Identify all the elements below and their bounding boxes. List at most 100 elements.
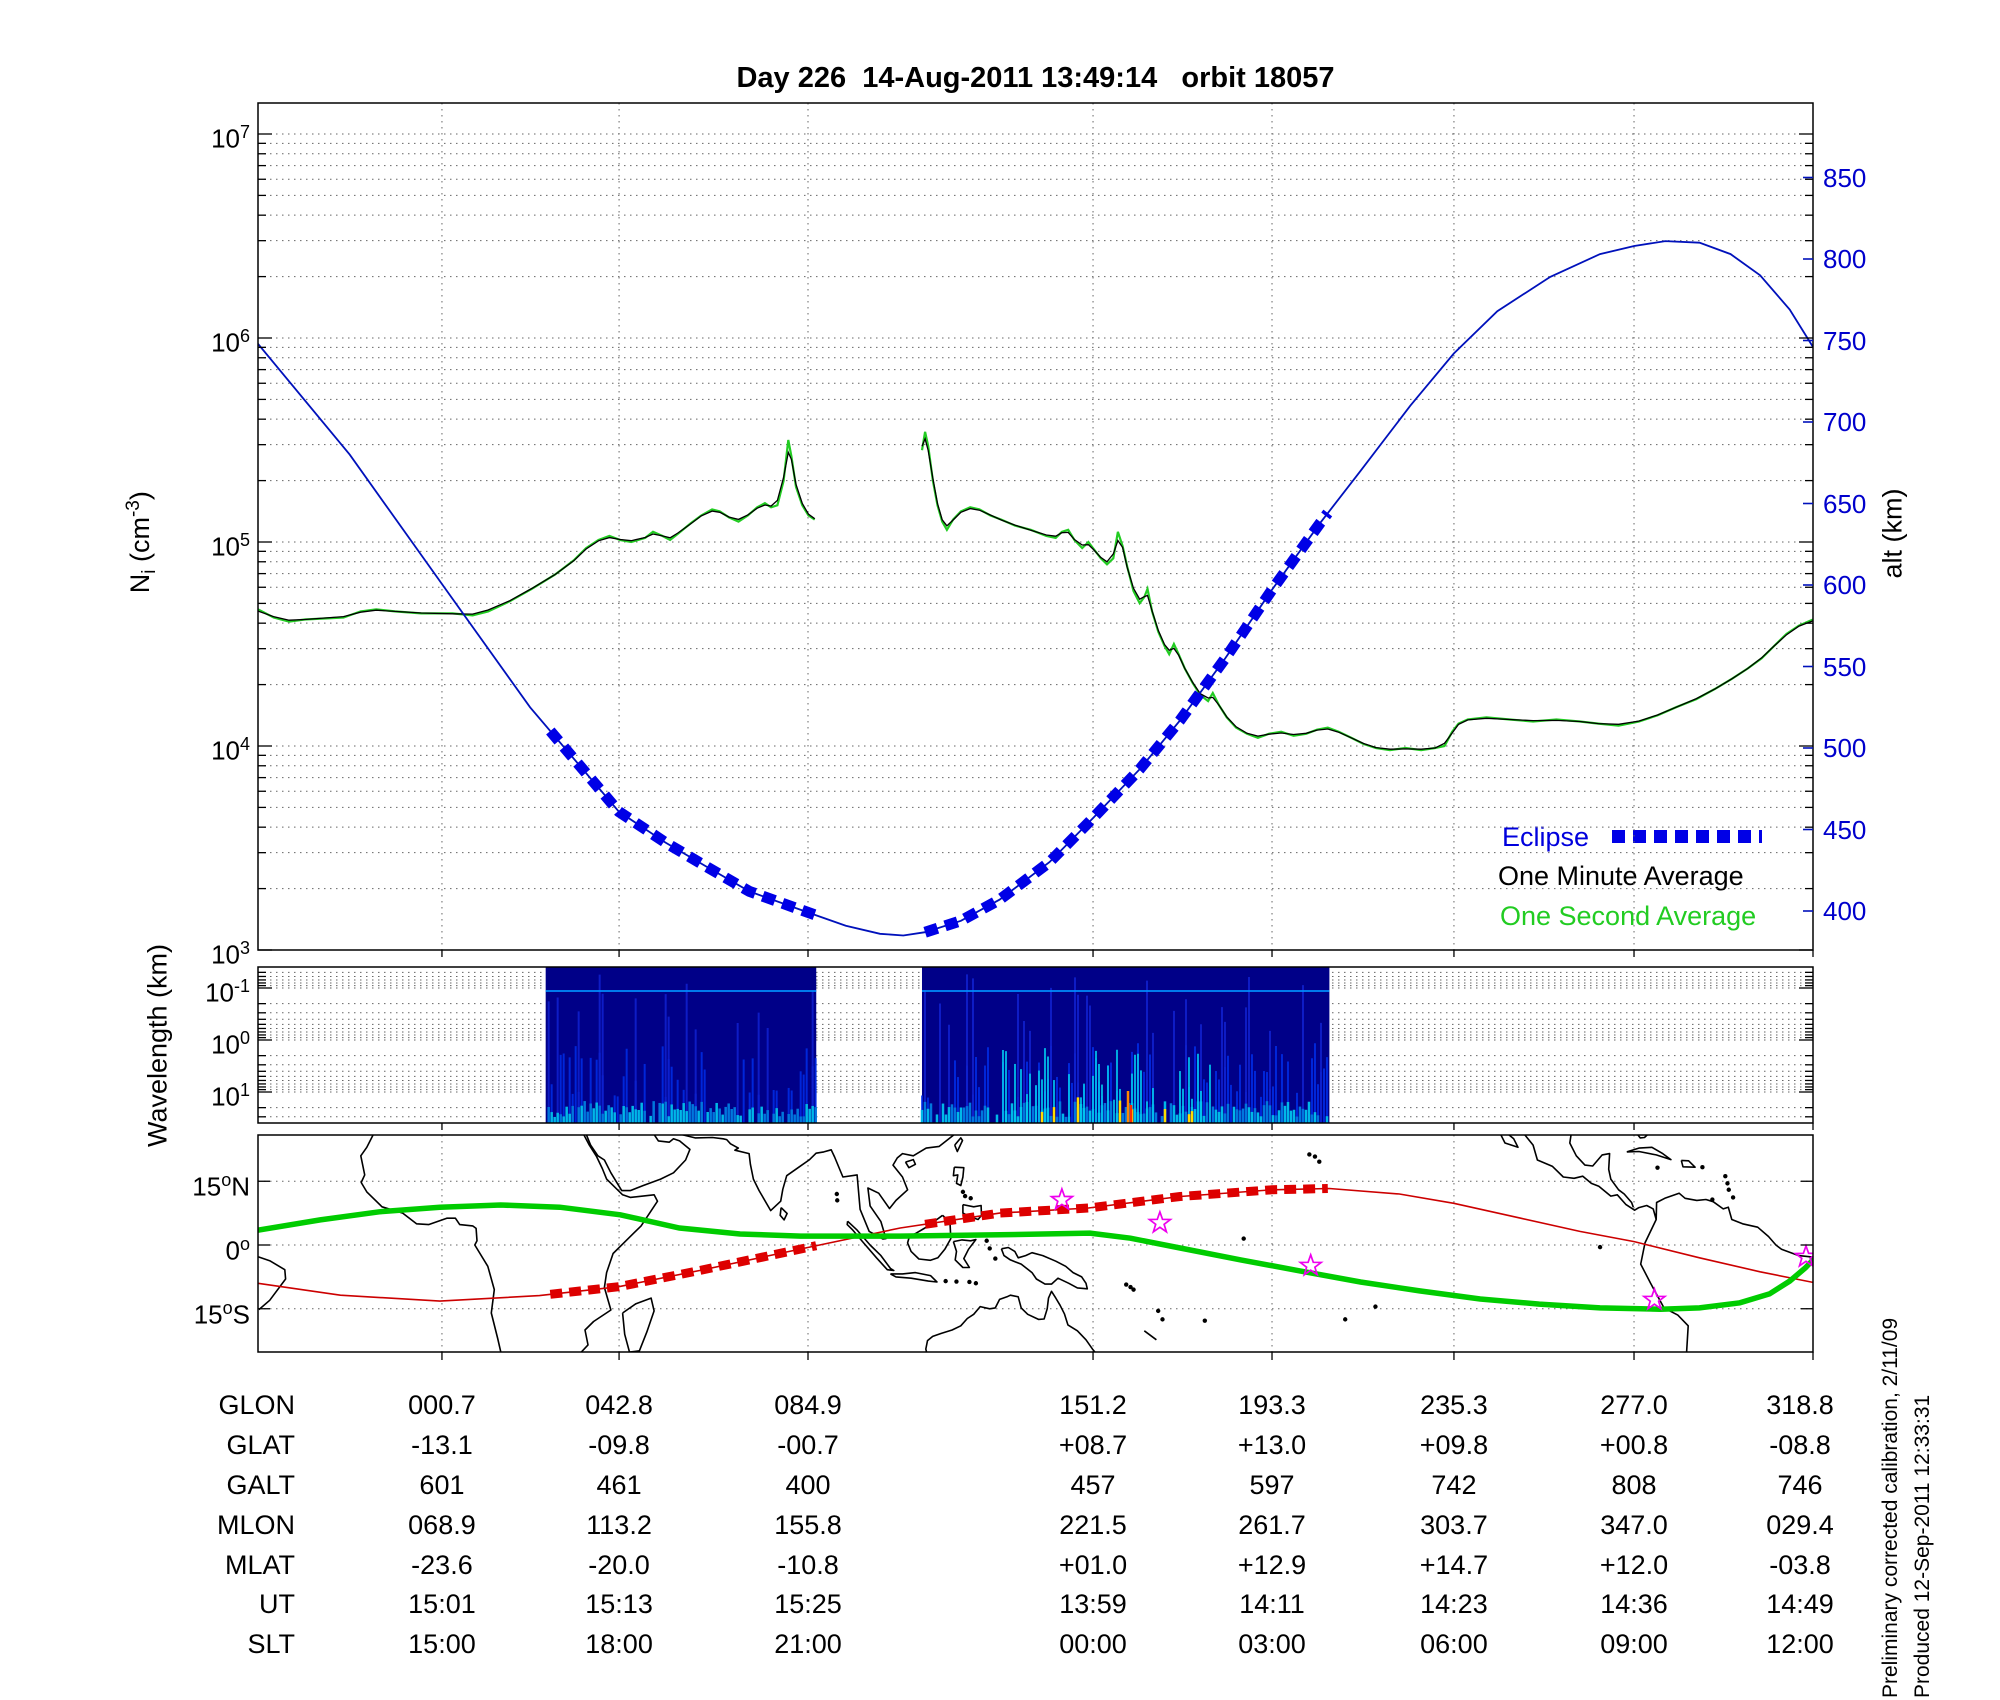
table-cell: +12.9 bbox=[1237, 1550, 1307, 1580]
map-lat-tick-label: 15oN bbox=[192, 1170, 250, 1202]
table-cell: +13.0 bbox=[1237, 1430, 1307, 1460]
table-cell: 14:36 bbox=[1600, 1589, 1668, 1619]
map-eclipse-segments bbox=[549, 1184, 1328, 1299]
table-cell: 029.4 bbox=[1766, 1510, 1834, 1540]
table-cell: 193.3 bbox=[1238, 1390, 1306, 1420]
wavelength-tick-label: 100 bbox=[211, 1028, 250, 1060]
table-cell: 303.7 bbox=[1420, 1510, 1488, 1540]
table-row-label: GLON bbox=[218, 1390, 295, 1420]
table-cell: 00:00 bbox=[1059, 1629, 1127, 1659]
wavelength-tick-label: 101 bbox=[211, 1080, 250, 1112]
table-row-label: UT bbox=[259, 1589, 295, 1619]
table-cell: -00.7 bbox=[777, 1430, 839, 1460]
table-cell: 113.2 bbox=[586, 1510, 652, 1540]
grid-wave-panel bbox=[258, 971, 1813, 1118]
table-cell: 14:23 bbox=[1420, 1589, 1488, 1619]
table-cell: +12.0 bbox=[1599, 1550, 1669, 1580]
altitude-tick-label: 600 bbox=[1823, 570, 1867, 600]
altitude-tick-label: 800 bbox=[1823, 244, 1867, 274]
table-cell: 15:01 bbox=[408, 1589, 476, 1619]
legend-one-second-label: One Second Average bbox=[1500, 901, 1757, 931]
table-cell: 261.7 bbox=[1238, 1510, 1306, 1540]
table-row-label: SLT bbox=[247, 1629, 295, 1659]
wavelength-tick-label: 10-1 bbox=[205, 976, 250, 1008]
table-cell: 06:00 bbox=[1420, 1629, 1488, 1659]
panel-frames bbox=[257, 102, 1814, 1353]
altitude-tick-label: 650 bbox=[1823, 488, 1867, 519]
table-cell: +14.7 bbox=[1419, 1550, 1489, 1580]
table-row-label: MLAT bbox=[224, 1550, 295, 1580]
map-coastlines bbox=[258, 1135, 1813, 1352]
table-cell: 084.9 bbox=[774, 1390, 842, 1420]
table-cell: 13:59 bbox=[1059, 1589, 1127, 1619]
table-cell: 746 bbox=[1777, 1470, 1823, 1500]
table-cell: 15:25 bbox=[774, 1589, 842, 1619]
table-cell: -09.8 bbox=[588, 1430, 650, 1460]
altitude-tick-label: 450 bbox=[1823, 814, 1867, 845]
wavelet-spectrogram bbox=[545, 967, 1330, 1123]
table-cell: -03.8 bbox=[1769, 1550, 1831, 1580]
altitude-curve bbox=[258, 240, 1813, 937]
axis-ticks bbox=[258, 133, 1814, 1360]
table-cell: 457 bbox=[1070, 1470, 1116, 1500]
table-cell: 068.9 bbox=[408, 1510, 476, 1540]
table-cell: 318.8 bbox=[1766, 1390, 1834, 1420]
table-cell: 601 bbox=[419, 1470, 465, 1500]
map-reference-track bbox=[258, 1202, 1813, 1312]
altitude-tick-label: 550 bbox=[1823, 651, 1867, 682]
table-cell: 12:00 bbox=[1766, 1629, 1834, 1659]
table-cell: 21:00 bbox=[774, 1629, 842, 1659]
table-cell: 461 bbox=[596, 1470, 642, 1500]
table-cell: 15:13 bbox=[585, 1589, 653, 1619]
table-cell: 15:00 bbox=[408, 1629, 476, 1659]
figure-title: Day 226 14-Aug-2011 13:49:14 orbit 18057 bbox=[736, 62, 1335, 94]
density-tick-label: 107 bbox=[211, 122, 250, 154]
table-cell: +09.8 bbox=[1419, 1430, 1489, 1460]
eclipse-segments bbox=[546, 509, 1333, 938]
table-cell: 03:00 bbox=[1238, 1629, 1306, 1659]
table-cell: 742 bbox=[1431, 1470, 1477, 1500]
map-star-markers bbox=[1049, 1186, 1813, 1311]
legend-eclipse-label: Eclipse bbox=[1502, 822, 1590, 852]
table-row-label: GALT bbox=[226, 1470, 295, 1500]
density-tick-label: 103 bbox=[211, 938, 250, 970]
map-lat-tick-label: 0o bbox=[225, 1234, 250, 1266]
table-cell: -08.8 bbox=[1769, 1430, 1831, 1460]
legend-one-minute-label: One Minute Average bbox=[1498, 861, 1744, 891]
altitude-tick-label: 400 bbox=[1823, 896, 1867, 926]
map-lat-tick-label: 15oS bbox=[193, 1297, 250, 1330]
table-cell: +08.7 bbox=[1058, 1430, 1128, 1460]
table-cell: 808 bbox=[1611, 1470, 1657, 1500]
table-cell: 155.8 bbox=[774, 1510, 842, 1540]
table-cell: 221.5 bbox=[1059, 1510, 1127, 1540]
altitude-tick-label: 750 bbox=[1823, 325, 1867, 356]
table-cell: 09:00 bbox=[1600, 1629, 1668, 1659]
grid-map-panel bbox=[258, 1135, 1813, 1352]
table-cell: 235.3 bbox=[1420, 1390, 1488, 1420]
density-tick-label: 104 bbox=[211, 734, 250, 766]
table-cell: -23.6 bbox=[411, 1550, 473, 1580]
table-cell: 14:49 bbox=[1766, 1589, 1834, 1619]
grid-top-panel bbox=[258, 103, 1813, 950]
table-row-label: GLAT bbox=[226, 1430, 295, 1460]
table-cell: -10.8 bbox=[777, 1550, 839, 1580]
table-cell: 347.0 bbox=[1600, 1510, 1668, 1540]
table-cell: 277.0 bbox=[1600, 1390, 1668, 1420]
density-tick-label: 105 bbox=[211, 530, 250, 562]
table-cell: -13.1 bbox=[411, 1430, 473, 1460]
table-cell: 14:11 bbox=[1239, 1589, 1305, 1619]
table-cell: 042.8 bbox=[585, 1390, 653, 1420]
table-cell: 000.7 bbox=[408, 1390, 476, 1420]
altitude-tick-label: 850 bbox=[1823, 162, 1867, 193]
legend-eclipse-swatch bbox=[1612, 830, 1762, 843]
table-cell: -20.0 bbox=[588, 1550, 650, 1580]
density-tick-label: 106 bbox=[211, 326, 250, 358]
table-cell: 18:00 bbox=[585, 1629, 653, 1659]
table-cell: +01.0 bbox=[1058, 1550, 1128, 1580]
one-minute-average-curve bbox=[258, 436, 1813, 750]
table-cell: +00.8 bbox=[1599, 1430, 1669, 1460]
table-cell: 151.2 bbox=[1059, 1390, 1127, 1420]
table-cell: 400 bbox=[785, 1470, 831, 1500]
